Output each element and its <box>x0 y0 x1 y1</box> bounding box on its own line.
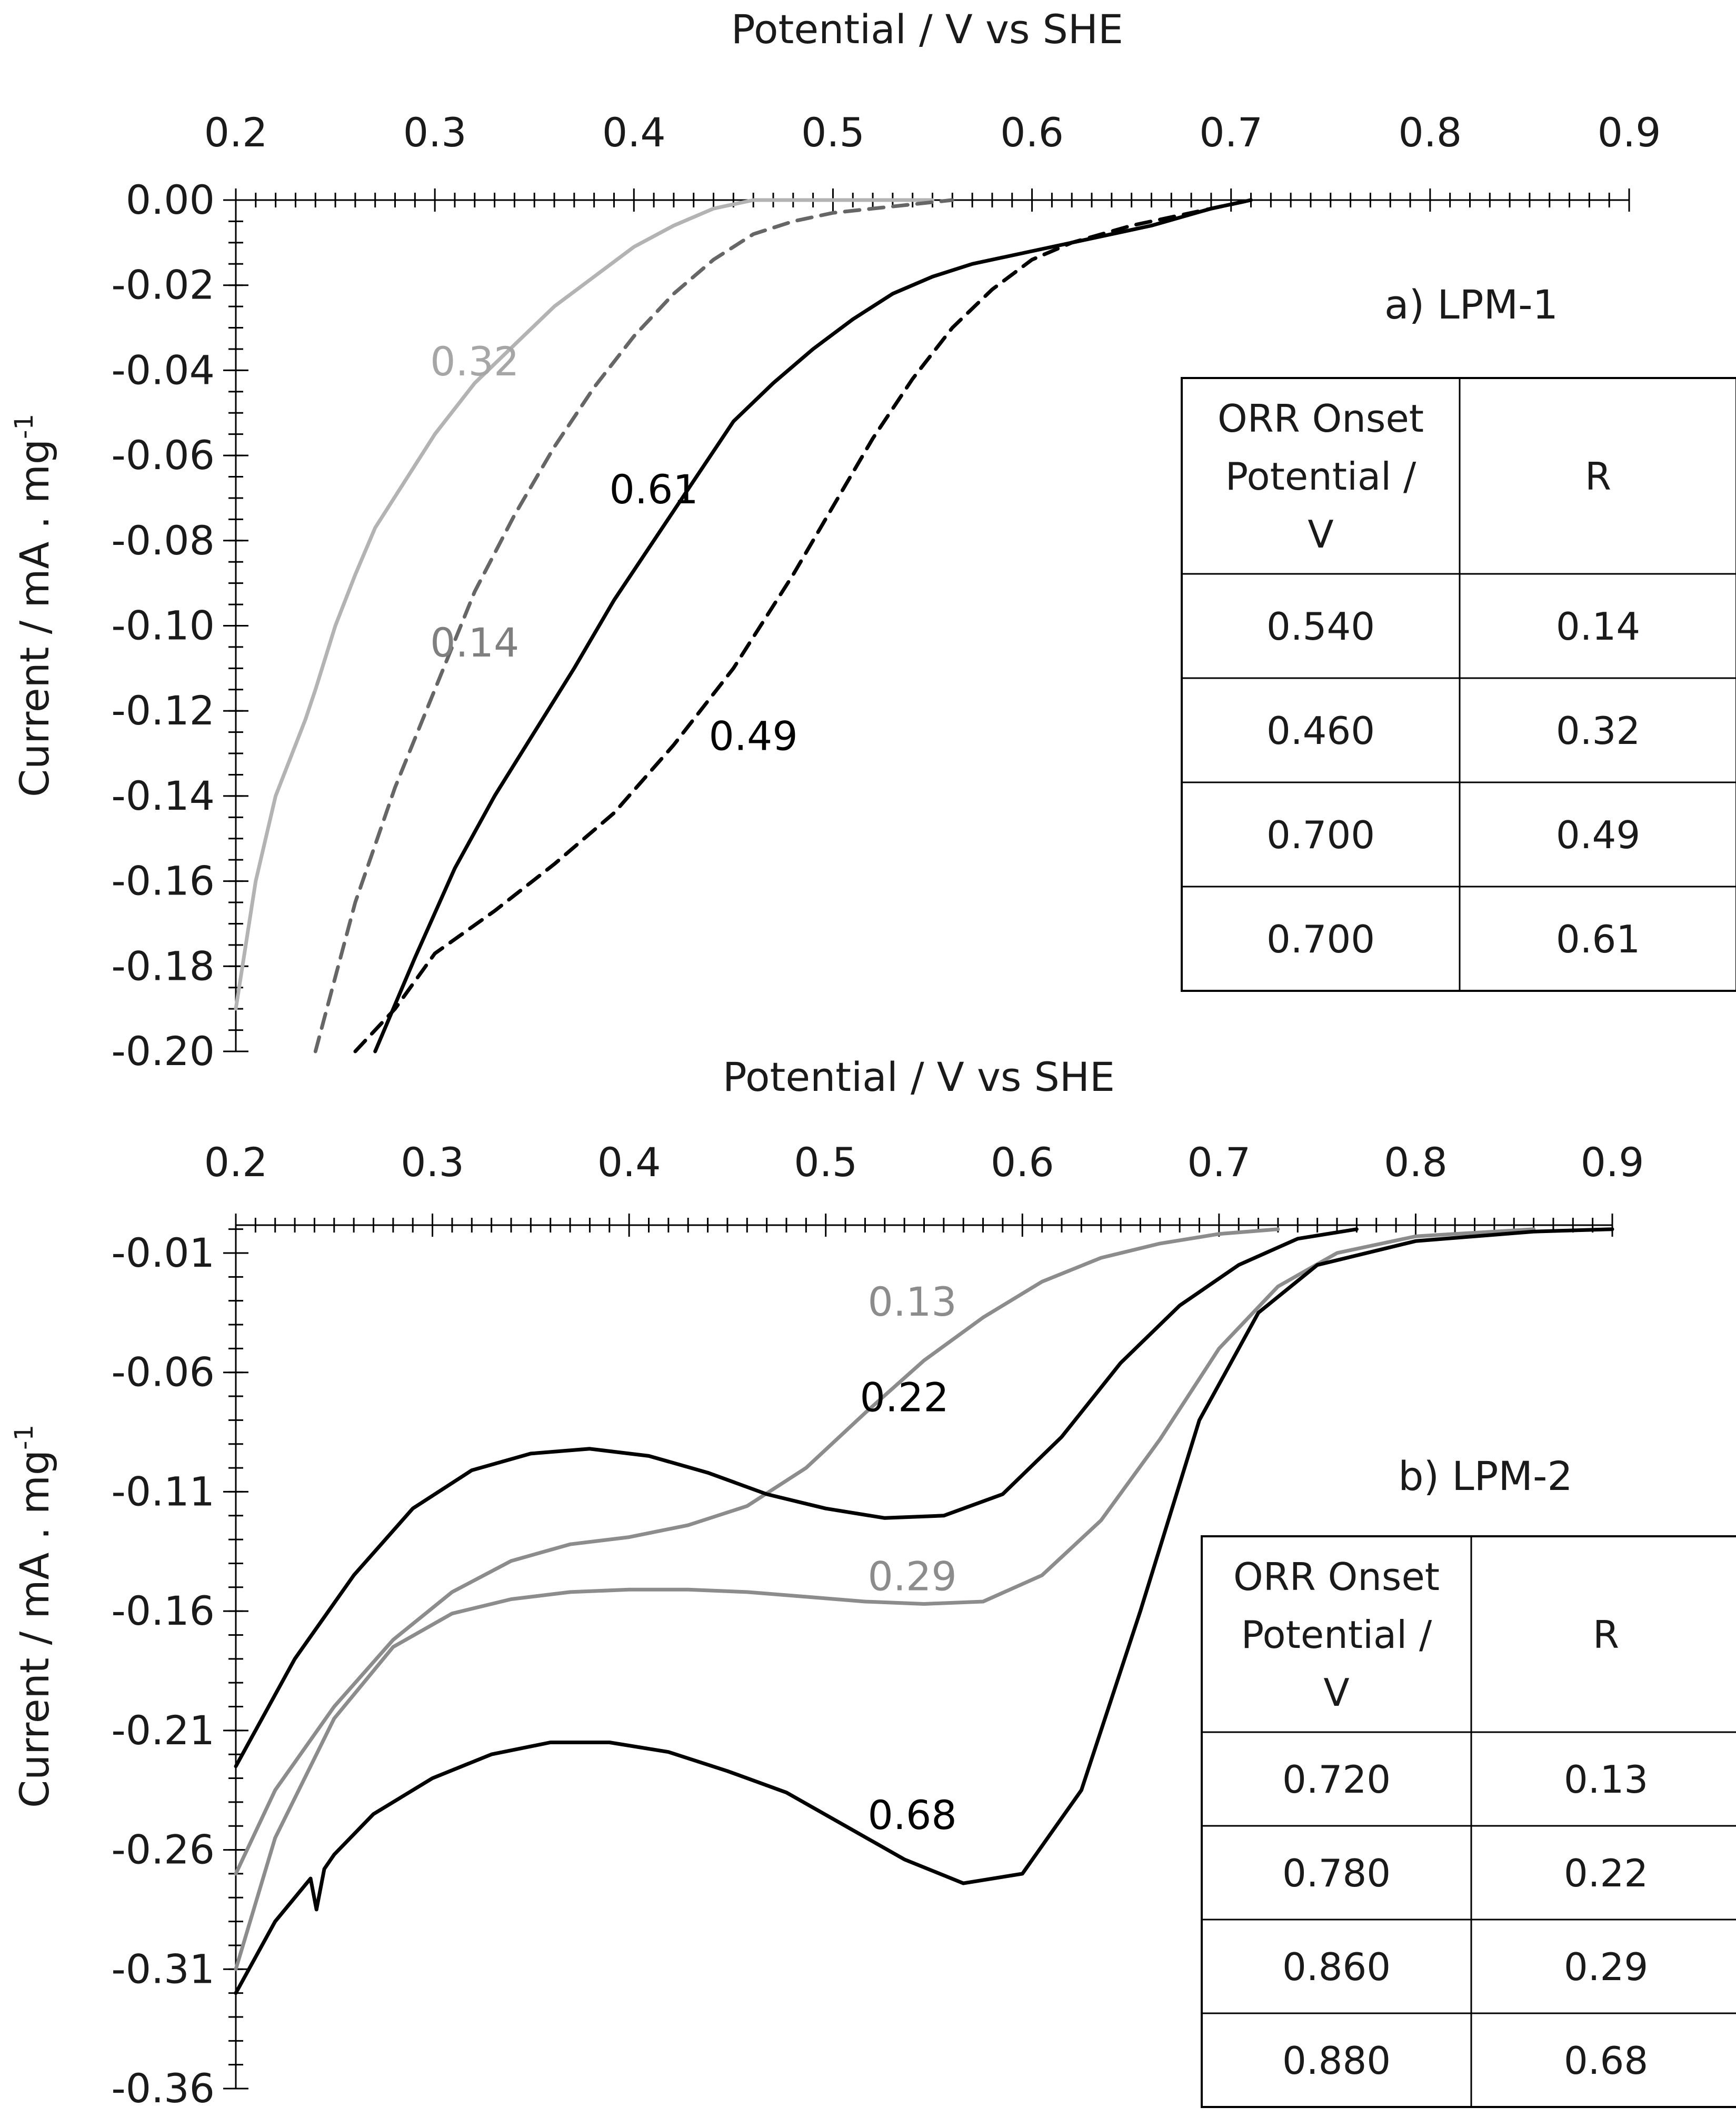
table-header-cell-r: R <box>1593 1613 1619 1657</box>
table-cell-r: 0.29 <box>1564 1945 1648 1989</box>
y-tick-label: -0.10 <box>111 602 215 649</box>
y-tick-label: -0.36 <box>111 2065 215 2112</box>
table-cell-onset: 0.700 <box>1266 813 1375 857</box>
table-cell-onset: 0.860 <box>1282 1945 1391 1989</box>
series-label: 0.49 <box>709 713 798 760</box>
y-axis-title-main: Current / mA . mg <box>11 1450 58 1808</box>
x-tick-label: 0.8 <box>1384 1139 1448 1186</box>
y-tick-label: -0.12 <box>111 687 215 734</box>
series-line-0-13 <box>234 1227 1280 1876</box>
table-cell-onset: 0.880 <box>1282 2039 1391 2083</box>
onset-table: ORR Onset Potential / V R 0.720 0.13 0.780 0.22… <box>1201 1535 1736 2108</box>
series-label: 0.61 <box>609 466 698 513</box>
x-tick-label: 0.7 <box>1199 109 1263 156</box>
x-tick-label: 0.5 <box>794 1139 857 1186</box>
y-axis-title-unit-superscript: -1 <box>9 1425 39 1450</box>
y-tick-label: -0.31 <box>111 1945 215 1992</box>
table-cell-onset: 0.780 <box>1282 1851 1391 1895</box>
y-tick-label: 0.00 <box>126 176 215 223</box>
series-line-0-49 <box>353 198 1253 1053</box>
y-axis-title-unit-superscript: -1 <box>9 414 39 439</box>
table-header-cell-potential: ORR Onset <box>1218 396 1424 441</box>
y-axis-title-main: Current / mA . mg <box>11 439 58 797</box>
y-axis-title: Current / mA . mg-1 <box>9 414 58 797</box>
series-line-0-29 <box>234 1227 1536 1971</box>
x-tick-label: 0.9 <box>1581 1139 1644 1186</box>
table-cell-onset: 0.460 <box>1266 709 1375 753</box>
y-tick-label: -0.06 <box>111 1349 215 1396</box>
x-tick-label: 0.7 <box>1187 1139 1251 1186</box>
x-tick-label: 0.2 <box>204 109 268 156</box>
y-tick-label: -0.01 <box>111 1229 215 1276</box>
y-tick-label: -0.26 <box>111 1826 215 1873</box>
panel-b: Potential / V vs SHE Current / mA . mg-1 0… <box>9 1053 1736 2112</box>
onset-table: ORR Onset Potential / V R 0.540 0.14 0.460 0.32… <box>1181 377 1736 992</box>
series-label: 0.68 <box>867 1792 956 1838</box>
x-tick-label: 0.6 <box>1000 109 1064 156</box>
y-tick-label: -0.06 <box>111 432 215 479</box>
table-header-cell-potential: ORR Onset <box>1233 1555 1440 1599</box>
series-label: 0.29 <box>867 1553 956 1599</box>
y-tick-label: -0.02 <box>111 262 215 309</box>
series-label: 0.22 <box>860 1374 949 1420</box>
panel-title: b) LPM-2 <box>1398 1453 1573 1499</box>
table-header-cell-potential: V <box>1308 512 1333 556</box>
panel-a: Potential / V vs SHE Current / mA . mg-1 0… <box>9 6 1736 1075</box>
series-line-0-22 <box>234 1227 1359 1768</box>
x-tick-label: 0.6 <box>991 1139 1054 1186</box>
table-header-cell-potential: Potential / <box>1225 454 1416 499</box>
series-line-0-32 <box>234 198 934 1011</box>
table-cell-onset: 0.540 <box>1266 604 1375 649</box>
table-header-cell-potential: Potential / <box>1241 1613 1432 1657</box>
table-cell-r: 0.61 <box>1556 917 1640 961</box>
table-cell-r: 0.14 <box>1556 604 1640 649</box>
y-tick-label: -0.14 <box>111 772 215 819</box>
series-label: 0.14 <box>430 619 519 666</box>
table-cell-r: 0.22 <box>1564 1851 1648 1895</box>
table-cell-onset: 0.720 <box>1282 1757 1391 1802</box>
x-tick-label: 0.3 <box>401 1139 464 1186</box>
table-header-cell-potential: V <box>1323 1671 1349 1715</box>
y-tick-label: -0.20 <box>111 1028 215 1075</box>
x-axis-title: Potential / V vs SHE <box>731 6 1123 53</box>
x-axis-title: Potential / V vs SHE <box>723 1053 1115 1100</box>
x-tick-label: 0.3 <box>403 109 467 156</box>
x-tick-label: 0.9 <box>1598 109 1661 156</box>
table-cell-r: 0.13 <box>1564 1757 1648 1802</box>
series-label: 0.13 <box>867 1278 956 1325</box>
table-cell-r: 0.68 <box>1564 2039 1648 2083</box>
x-tick-label: 0.4 <box>597 1139 661 1186</box>
series-label: 0.32 <box>430 338 519 385</box>
panel-title: a) LPM-1 <box>1384 281 1558 328</box>
x-tick-label: 0.8 <box>1398 109 1462 156</box>
table-cell-r: 0.49 <box>1556 813 1640 857</box>
y-tick-label: -0.21 <box>111 1707 215 1754</box>
x-tick-label: 0.5 <box>801 109 865 156</box>
table-cell-onset: 0.700 <box>1266 917 1375 961</box>
y-tick-label: -0.18 <box>111 942 215 989</box>
series-line-0-68 <box>234 1227 1614 1995</box>
table-cell-r: 0.32 <box>1556 709 1640 753</box>
series-line-0-14 <box>313 198 954 1053</box>
y-axis-title: Current / mA . mg-1 <box>9 1425 58 1808</box>
x-tick-label: 0.2 <box>204 1139 268 1186</box>
y-tick-label: -0.16 <box>111 858 215 905</box>
table-header-cell-r: R <box>1585 454 1611 499</box>
y-tick-label: -0.16 <box>111 1587 215 1634</box>
y-tick-label: -0.11 <box>111 1468 215 1515</box>
x-tick-label: 0.4 <box>602 109 666 156</box>
y-tick-label: -0.04 <box>111 346 215 393</box>
y-tick-label: -0.08 <box>111 517 215 564</box>
